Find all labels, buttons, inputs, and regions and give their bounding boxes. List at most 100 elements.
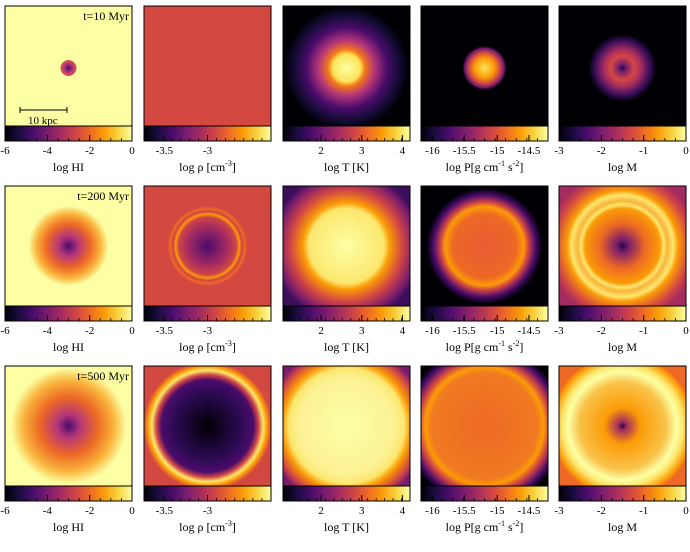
- colorbar-axis-label: log P[g cm-1 s-2]: [446, 519, 524, 534]
- panel-hi-row-1: -6 -4 -2 0 log HI t=10 Myr 10 kpc: [0, 5, 135, 174]
- colorbar-tick-label: -3: [554, 505, 564, 517]
- colorbar-tick-label: 3: [359, 505, 365, 517]
- scale-bar-label: 10 kpc: [28, 115, 58, 127]
- colorbar-tick-label: -15: [490, 325, 505, 337]
- colorbar-tick-label: -4: [43, 505, 53, 517]
- colorbar-tick-label: -14.5: [517, 145, 540, 157]
- colorbar-tick-label: 3: [359, 145, 365, 157]
- colorbar-tick-label: -14.5: [517, 325, 540, 337]
- colorbar-tick-label: -1: [639, 325, 648, 337]
- panel-m-row-3: -3 -2 -1 0 log M: [554, 365, 689, 534]
- colorbar-axis-label: log T [K]: [324, 340, 369, 354]
- time-label: t=10 Myr: [83, 9, 129, 23]
- panel-t-row-1: 2 3 4 log T [K]: [282, 5, 411, 174]
- simulation-map: [144, 366, 271, 486]
- colorbar-tick-label: -4: [43, 145, 53, 157]
- simulation-map: [421, 6, 548, 126]
- colorbar-tick-label: -15: [490, 145, 505, 157]
- colorbar-tick-label: 2: [318, 325, 324, 337]
- simulation-map: [5, 366, 132, 486]
- colorbar: [282, 125, 411, 142]
- panel-m-row-1: -3 -2 -1 0 log M: [554, 5, 689, 174]
- colorbar-axis-label: log ρ [cm-3]: [179, 339, 236, 354]
- colorbar-tick-label: 4: [400, 325, 406, 337]
- colorbar-tick-label: -16: [425, 145, 440, 157]
- colorbar-tick-label: -15.5: [453, 145, 476, 157]
- colorbar: [282, 485, 411, 502]
- simulation-map: [559, 366, 686, 486]
- simulation-map: [144, 6, 271, 126]
- colorbar-axis-label: log HI: [53, 160, 84, 174]
- colorbar-tick-label: -6: [0, 505, 10, 517]
- colorbar-tick-label: -4: [43, 325, 53, 337]
- colorbar-tick-label: -2: [597, 325, 606, 337]
- panel-hi-row-3: -6 -4 -2 0 log HI t=500 Myr: [0, 365, 135, 534]
- colorbar-tick-label: -3.5: [156, 505, 174, 517]
- simulation-map: [144, 186, 271, 306]
- colorbar-tick-label: -3: [203, 325, 213, 337]
- simulation-map: [559, 186, 686, 306]
- simulation-map: [5, 186, 132, 306]
- simulation-map: [283, 366, 410, 486]
- colorbar-axis-label: log ρ [cm-3]: [179, 159, 236, 174]
- panel-t-row-2: 2 3 4 log T [K]: [282, 185, 411, 354]
- colorbar-tick-label: -6: [0, 325, 10, 337]
- colorbar-tick-label: -15: [490, 505, 505, 517]
- colorbar-tick-label: -3: [203, 505, 213, 517]
- colorbar-tick-label: -3.5: [156, 145, 174, 157]
- panel-m-row-2: -3 -2 -1 0 log M: [554, 185, 689, 354]
- colorbar-tick-label: -15.5: [453, 325, 476, 337]
- colorbar-tick-label: 0: [129, 505, 135, 517]
- colorbar-tick-label: 0: [683, 145, 689, 157]
- simulation-map: [559, 6, 686, 126]
- panel-rho-row-3: -3.5 -3 log ρ [cm-3]: [143, 365, 272, 534]
- colorbar-tick-label: -16: [425, 505, 440, 517]
- colorbar-tick-label: -2: [597, 505, 606, 517]
- colorbar-axis-label: log M: [608, 160, 637, 174]
- colorbar-tick-label: -6: [0, 145, 10, 157]
- colorbar-tick-label: -2: [597, 145, 606, 157]
- colorbar-axis-label: log T [K]: [324, 520, 369, 534]
- colorbar-tick-label: -15.5: [453, 505, 476, 517]
- colorbar-axis-label: log T [K]: [324, 160, 369, 174]
- colorbar-axis-label: log P[g cm-1 s-2]: [446, 339, 524, 354]
- colorbar-tick-label: 0: [129, 325, 135, 337]
- colorbar-axis-label: log HI: [53, 340, 84, 354]
- colorbar-tick-label: 4: [400, 145, 406, 157]
- time-label: t=200 Myr: [77, 189, 129, 203]
- simulation-map: [5, 6, 132, 126]
- colorbar-axis-label: log M: [608, 520, 637, 534]
- panel-grid: -6 -4 -2 0 log HI t=10 Myr 10 kpc -3.5 -3 log ρ […: [0, 5, 689, 534]
- panel-p-row-1: -16 -15.5 -15 -14.5 log P[g cm-1 s-2]: [420, 5, 549, 174]
- colorbar-tick-label: -16: [425, 325, 440, 337]
- panel-t-row-3: 2 3 4 log T [K]: [282, 365, 411, 534]
- colorbar-tick-label: 0: [129, 145, 135, 157]
- colorbar-axis-label: log HI: [53, 520, 84, 534]
- panel-rho-row-2: -3.5 -3 log ρ [cm-3]: [143, 185, 272, 354]
- simulation-map: [421, 366, 548, 486]
- colorbar-tick-label: 4: [400, 505, 406, 517]
- colorbar-tick-label: -3: [554, 145, 564, 157]
- panel-hi-row-2: -6 -4 -2 0 log HI t=200 Myr: [0, 185, 135, 354]
- panel-p-row-2: -16 -15.5 -15 -14.5 log P[g cm-1 s-2]: [420, 185, 549, 354]
- colorbar-tick-label: -2: [85, 145, 94, 157]
- colorbar-tick-label: -14.5: [517, 505, 540, 517]
- colorbar-tick-label: 2: [318, 145, 324, 157]
- colorbar-tick-label: -1: [639, 145, 648, 157]
- colorbar-axis-label: log M: [608, 340, 637, 354]
- panel-rho-row-1: -3.5 -3 log ρ [cm-3]: [143, 5, 272, 174]
- colorbar-tick-label: -3: [203, 145, 213, 157]
- colorbar-tick-label: 0: [683, 325, 689, 337]
- time-label: t=500 Myr: [77, 369, 129, 383]
- colorbar-axis-label: log ρ [cm-3]: [179, 519, 236, 534]
- colorbar-tick-label: -2: [85, 505, 94, 517]
- colorbar-axis-label: log P[g cm-1 s-2]: [446, 159, 524, 174]
- colorbar-tick-label: 3: [359, 325, 365, 337]
- simulation-map: [283, 6, 410, 126]
- colorbar-tick-label: -3.5: [156, 325, 174, 337]
- colorbar-tick-label: -1: [639, 505, 648, 517]
- colorbar-tick-label: 2: [318, 505, 324, 517]
- simulation-map: [283, 186, 410, 306]
- colorbar-tick-label: -3: [554, 325, 564, 337]
